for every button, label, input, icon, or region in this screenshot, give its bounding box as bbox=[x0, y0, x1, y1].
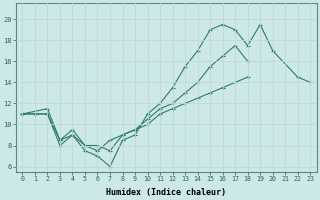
X-axis label: Humidex (Indice chaleur): Humidex (Indice chaleur) bbox=[106, 188, 226, 197]
